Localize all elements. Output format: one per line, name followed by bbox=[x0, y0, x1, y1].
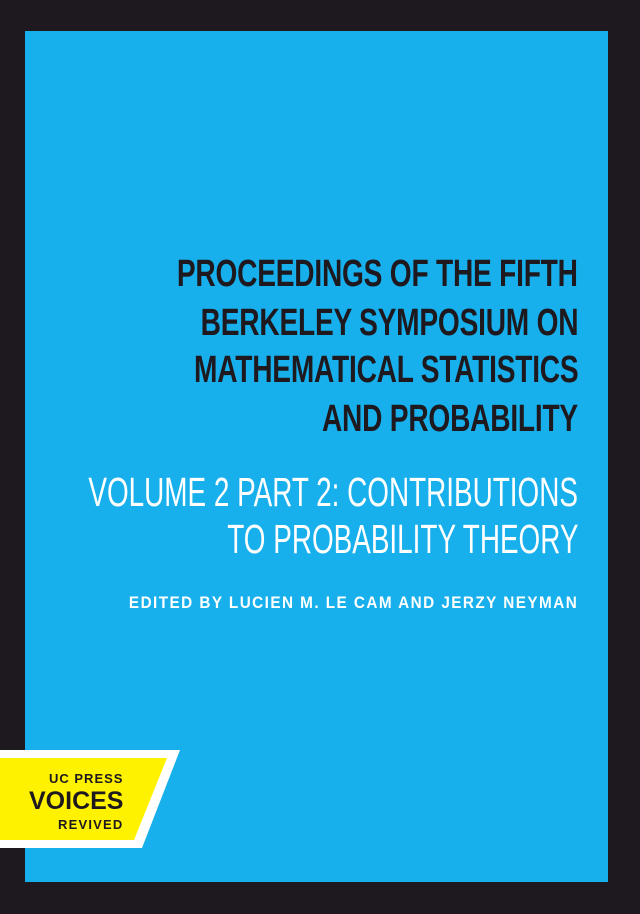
badge-voices: VOICES bbox=[29, 787, 124, 815]
cover-panel bbox=[25, 31, 608, 882]
editors-line: EDITED BY LUCIEN M. LE CAM AND JERZY NEY… bbox=[128, 593, 578, 612]
title-line-4: AND PROBABILITY bbox=[321, 398, 578, 440]
badge-revived: REVIVED bbox=[58, 817, 124, 832]
title-line-1: PROCEEDINGS OF THE FIFTH bbox=[177, 253, 578, 295]
title-line-3: MATHEMATICAL STATISTICS bbox=[193, 349, 579, 391]
badge-uc-press: UC PRESS bbox=[49, 771, 124, 786]
title-line-2: BERKELEY SYMPOSIUM ON bbox=[200, 302, 578, 344]
subtitle-line-1: VOLUME 2 PART 2: CONTRIBUTIONS bbox=[88, 469, 578, 515]
badge-yellow-fill bbox=[0, 758, 167, 840]
subtitle-line-2: TO PROBABILITY THEORY bbox=[226, 516, 578, 562]
uc-press-badge bbox=[0, 750, 180, 848]
